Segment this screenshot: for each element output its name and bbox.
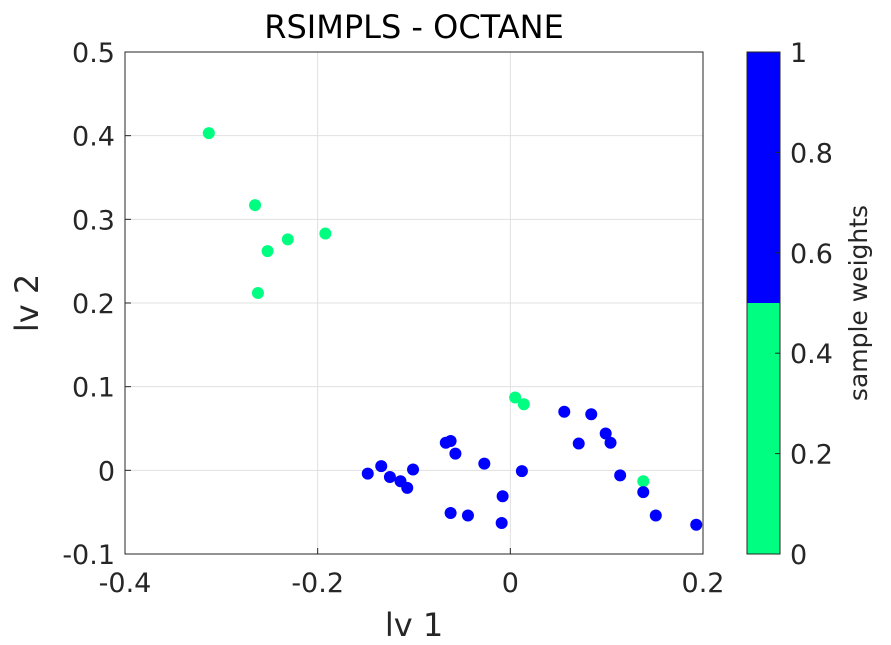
chart-title: RSIMPLS - OCTANE bbox=[264, 8, 564, 46]
y-tick-label: 0.4 bbox=[72, 122, 115, 153]
scatter-point bbox=[478, 457, 491, 470]
scatter-point bbox=[444, 507, 457, 520]
x-tick-label: -0.2 bbox=[291, 568, 344, 599]
scatter-point bbox=[614, 469, 627, 482]
colorbar-tick-label: 0.4 bbox=[790, 339, 833, 370]
scatter-point bbox=[585, 408, 598, 421]
scatter-point bbox=[517, 398, 530, 411]
colorbar-tick-label: 0.8 bbox=[790, 138, 833, 169]
y-axis-ticks: -0.1 0 0.1 0.2 0.3 0.4 0.5 bbox=[62, 38, 131, 571]
scatter-point bbox=[401, 481, 414, 494]
y-tick-label: 0.2 bbox=[72, 289, 115, 320]
scatter-point bbox=[690, 518, 703, 531]
y-tick-label: 0.5 bbox=[72, 38, 115, 69]
y-axis-label: lv 2 bbox=[8, 274, 46, 332]
colorbar-tick-label: 0 bbox=[790, 540, 807, 571]
scatter-point bbox=[461, 509, 474, 522]
colorbar: 0 0.2 0.4 0.6 0.8 1 sample weights bbox=[746, 38, 873, 571]
scatter-point bbox=[637, 475, 650, 488]
y-tick-label: 0.3 bbox=[72, 205, 115, 236]
scatter-point bbox=[202, 127, 215, 140]
colorbar-frame bbox=[746, 51, 781, 555]
scatter-point bbox=[496, 490, 509, 503]
scatter-point bbox=[604, 436, 617, 449]
scatter-point bbox=[649, 509, 662, 522]
scatter-point bbox=[599, 427, 612, 440]
scatter-point bbox=[251, 286, 264, 299]
scatter-point bbox=[383, 471, 396, 484]
scatter-point bbox=[407, 463, 420, 476]
y-tick-label: 0 bbox=[98, 456, 115, 487]
colorbar-band bbox=[747, 303, 780, 554]
x-tick-label: 0 bbox=[502, 568, 519, 599]
colorbar-band bbox=[747, 52, 780, 303]
y-tick-label: -0.1 bbox=[62, 540, 115, 571]
y-tick-label: 0.1 bbox=[72, 373, 115, 404]
scatter-point bbox=[261, 245, 274, 258]
scatter-point bbox=[249, 199, 262, 212]
x-axis-ticks: -0.4 -0.2 0 0.2 bbox=[99, 548, 725, 599]
scatter-point bbox=[375, 460, 388, 473]
scatter-point bbox=[572, 437, 585, 450]
colorbar-tick-label: 0.2 bbox=[790, 440, 833, 471]
scatter-point bbox=[509, 391, 522, 404]
x-axis-label: lv 1 bbox=[385, 606, 443, 644]
x-tick-label: 0.2 bbox=[682, 568, 725, 599]
scatter-points bbox=[202, 127, 703, 531]
scatter-point bbox=[319, 227, 332, 240]
colorbar-tick-label: 1 bbox=[790, 38, 807, 69]
x-tick-label: -0.4 bbox=[99, 568, 152, 599]
scatter-point bbox=[449, 447, 462, 460]
colorbar-ticks: 0 0.2 0.4 0.6 0.8 1 bbox=[775, 38, 833, 571]
scatter-point bbox=[558, 405, 571, 418]
colorbar-label: sample weights bbox=[844, 205, 873, 401]
scatter-point bbox=[281, 233, 294, 246]
colorbar-tick-label: 0.6 bbox=[790, 239, 833, 270]
scatter-point bbox=[515, 465, 528, 478]
scatter-point bbox=[637, 486, 650, 499]
plot-area: -0.4 -0.2 0 0.2 -0.1 0 0.1 0.2 0.3 0.4 0.5 bbox=[62, 38, 724, 599]
scatter-point bbox=[495, 517, 508, 530]
scatter-point bbox=[361, 467, 374, 480]
colorbar-bands bbox=[747, 52, 780, 554]
scatter-point bbox=[444, 435, 457, 448]
